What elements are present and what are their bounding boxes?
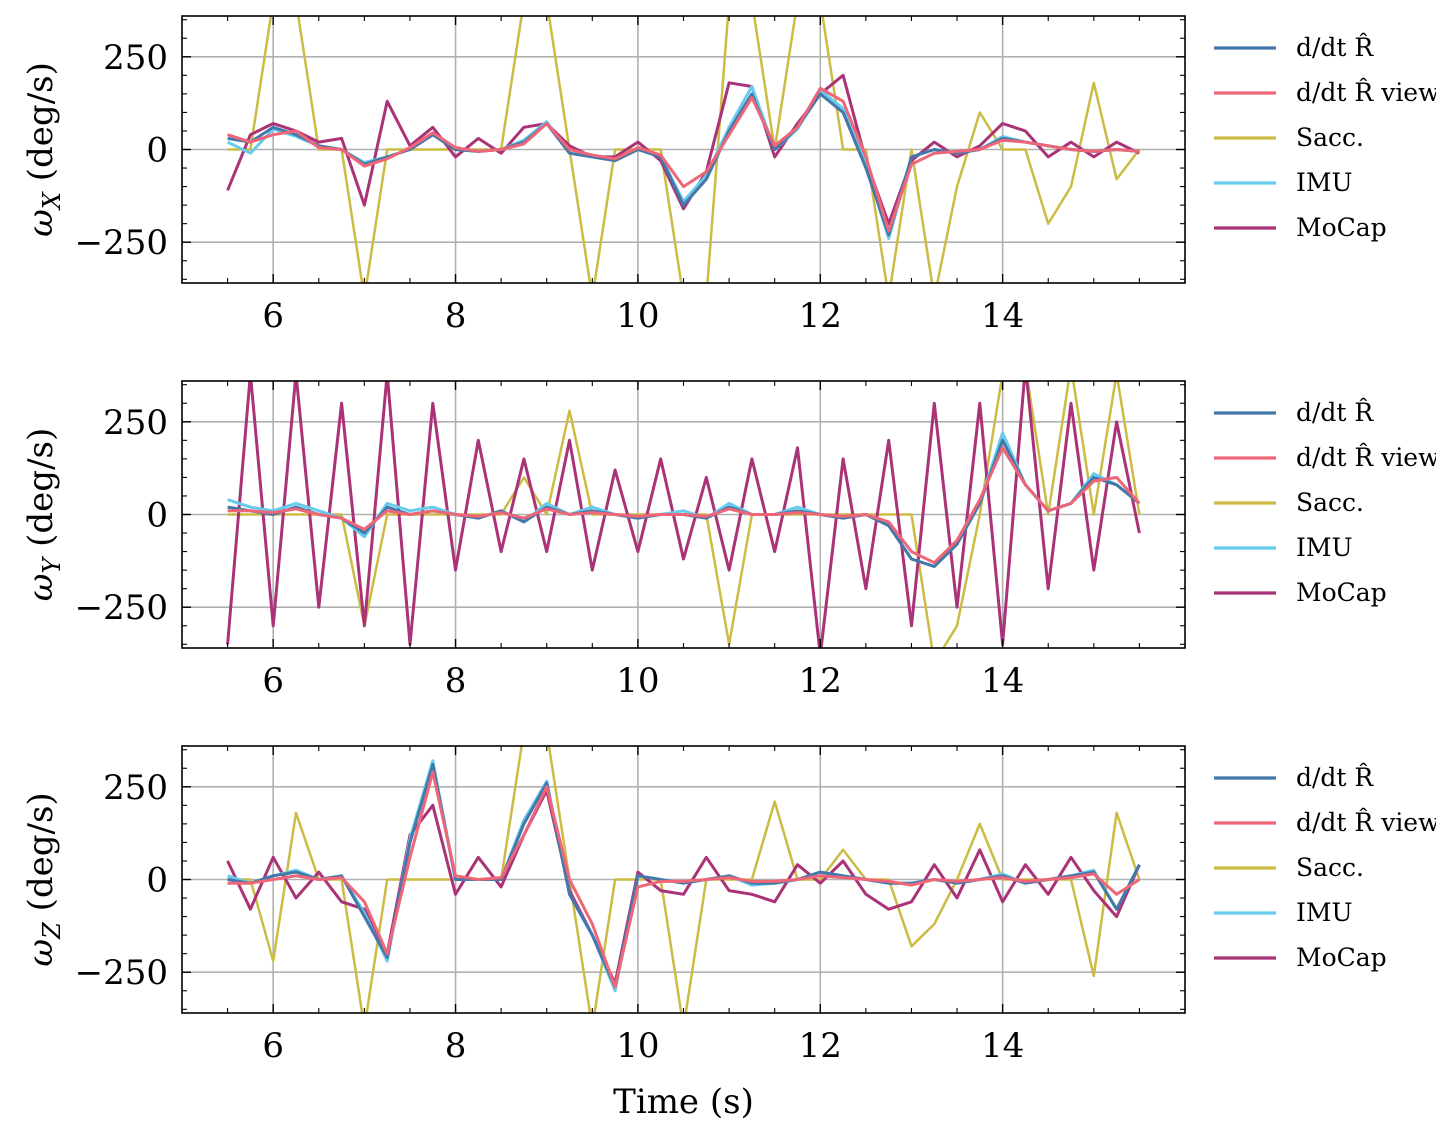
x-tick-label: 14 xyxy=(981,1026,1024,1066)
legend-label: Sacc. xyxy=(1296,853,1364,882)
legend-label: d/dt R̂ view xyxy=(1296,808,1436,837)
x-tick-label: 8 xyxy=(445,1026,467,1066)
x-tick-label: 12 xyxy=(799,296,842,336)
legend-label: MoCap xyxy=(1296,943,1387,972)
x-tick-label: 14 xyxy=(981,296,1024,336)
y-tick-label: −250 xyxy=(75,588,168,628)
series-line xyxy=(227,16,1141,283)
y-axis-symbol: ω xyxy=(21,209,61,237)
legend: d/dt R̂ d/dt R̂ view Sacc. IMU MoCap xyxy=(1214,33,1436,242)
legend-label: Sacc. xyxy=(1296,123,1364,152)
legend-label: Sacc. xyxy=(1296,488,1364,517)
series-line xyxy=(226,73,1141,226)
x-tick-label: 10 xyxy=(616,296,659,336)
y-tick-label: 250 xyxy=(103,768,168,808)
y-tick-label: 250 xyxy=(103,403,168,443)
y-axis-label: ωX (deg/s) xyxy=(21,62,66,237)
x-axis-label: Time (s) xyxy=(613,1082,754,1122)
series-group xyxy=(226,746,1141,1013)
x-tick-label: 8 xyxy=(445,296,467,336)
y-tick-label: 250 xyxy=(103,38,168,78)
x-tick-label: 10 xyxy=(616,1026,659,1066)
legend-label: IMU xyxy=(1296,168,1353,197)
series-line xyxy=(227,446,1141,565)
legend-label: d/dt R̂ view xyxy=(1296,78,1436,107)
y-axis-subscript: X xyxy=(38,191,66,211)
legend-label: d/dt R̂ xyxy=(1296,398,1374,427)
series-line xyxy=(227,746,1141,1013)
legend-label: MoCap xyxy=(1296,578,1387,607)
x-tick-label: 6 xyxy=(262,296,284,336)
y-axis-symbol: ω xyxy=(21,574,61,602)
series-group xyxy=(226,381,1141,648)
x-tick-label: 14 xyxy=(981,661,1024,701)
x-tick-label: 10 xyxy=(616,661,659,701)
y-axis-unit: (deg/s) xyxy=(21,792,61,922)
y-axis-subscript: Y xyxy=(38,556,66,574)
legend-label: d/dt R̂ xyxy=(1296,763,1374,792)
legend-label: MoCap xyxy=(1296,213,1387,242)
x-tick-label: 12 xyxy=(799,1026,842,1066)
y-axis-symbol: ω xyxy=(21,939,61,967)
x-tick-label: 12 xyxy=(799,661,842,701)
y-tick-label: −250 xyxy=(75,223,168,263)
y-axis-unit: (deg/s) xyxy=(21,428,61,558)
y-tick-label: 0 xyxy=(146,861,168,901)
y-axis-unit: (deg/s) xyxy=(21,62,61,192)
series-group xyxy=(226,16,1141,283)
x-tick-label: 8 xyxy=(445,661,467,701)
y-axis-subscript: Z xyxy=(38,921,66,940)
legend-label: IMU xyxy=(1296,898,1353,927)
series-line xyxy=(227,86,1140,233)
legend: d/dt R̂ d/dt R̂ view Sacc. IMU MoCap xyxy=(1214,763,1436,972)
legend-label: d/dt R̂ xyxy=(1296,33,1374,62)
y-tick-label: −250 xyxy=(75,953,168,993)
series-line xyxy=(227,770,1141,989)
legend-label: IMU xyxy=(1296,533,1353,562)
legend: d/dt R̂ d/dt R̂ view Sacc. IMU MoCap xyxy=(1214,398,1436,607)
x-tick-label: 6 xyxy=(262,661,284,701)
y-axis-label: ωY (deg/s) xyxy=(21,428,66,601)
y-axis-label: ωZ (deg/s) xyxy=(21,792,66,966)
y-tick-label: 0 xyxy=(146,496,168,536)
x-tick-label: 6 xyxy=(262,1026,284,1066)
legend-label: d/dt R̂ view xyxy=(1296,443,1436,472)
y-tick-label: 0 xyxy=(146,131,168,171)
